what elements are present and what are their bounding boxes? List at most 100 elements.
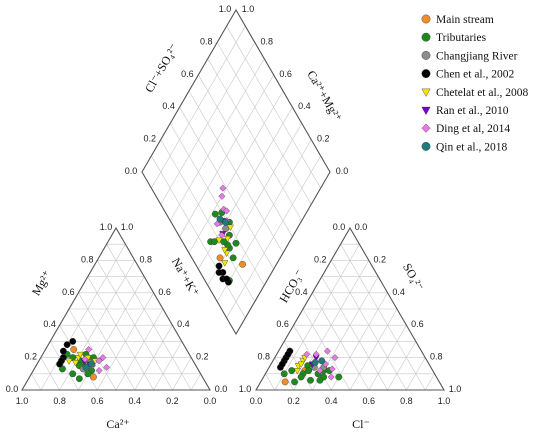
diamond-right-tick-label: 0.2 [317, 134, 330, 144]
cation-right-tick-label: 0.2 [196, 352, 209, 362]
cation-bottom-tick-label: 0.6 [91, 396, 104, 406]
ding-et-al-2014-cation-point [95, 367, 103, 375]
legend-marker [421, 106, 431, 116]
ding-et-al-2014-cation-point [95, 357, 103, 365]
chen-et-al-2002-cation-point [56, 360, 63, 368]
chetelat-et-al-2008-diamond-point [221, 260, 229, 267]
anion-grid-line [312, 292, 370, 391]
anion-right-tick-label: 1.0 [449, 384, 462, 394]
legend-marker [421, 14, 431, 24]
cation-grid-line [87, 276, 154, 391]
diamond-left-tick-label: 0.6 [181, 69, 194, 79]
legend-marker [421, 88, 431, 97]
chen-et-al-2002-cation-point [63, 341, 71, 349]
cation-grid-line [78, 292, 136, 391]
plot-frames [21, 8, 445, 391]
tributaries-cation-point [69, 370, 77, 378]
legend-item-changjiang-river: Changjiang River [421, 50, 518, 62]
cation-triangle-frame [21, 226, 211, 391]
anion-left-tick-label: 1.0 [239, 384, 252, 394]
legend-item-chetelat-et-al-2008: Chetelat et al., 2008 [421, 87, 529, 99]
anion-right-tick-label: 0.2 [374, 254, 387, 264]
diamond-grid-line [169, 58, 265, 221]
qin-et-al-2018-diamond-point [222, 218, 230, 226]
qin-et-al-2018-cation-point [82, 363, 90, 371]
cation-grid-line [68, 308, 117, 391]
legend-label: Tributaries [436, 32, 487, 44]
cation-bottom-tick-label: 0.0 [204, 396, 217, 406]
chen-et-al-2002-anion-point [284, 350, 292, 358]
diamond-left-tick-label: 0.0 [125, 166, 138, 176]
ding-et-al-2014-anion-point [303, 350, 311, 358]
cation-right-tick-label: 0.4 [177, 319, 190, 329]
legend-label: Chetelat et al., 2008 [436, 87, 529, 99]
anion-left-tick-label: 0.8 [258, 352, 271, 362]
legend-label: Ding et al, 2014 [436, 123, 510, 135]
tributaries-cation-point [84, 370, 92, 378]
anion-left-tick-label: 0.4 [295, 287, 308, 297]
anion-bottom-tick-label: 0.6 [363, 396, 376, 406]
legend-label: Changjiang River [436, 50, 518, 62]
anion-grid-line [387, 341, 417, 391]
tributaries-anion-point [297, 373, 305, 381]
chetelat-et-al-2008-diamond-point [226, 224, 234, 232]
ding-et-al-2014-cation-point [85, 346, 93, 353]
cation-left-tick-label: 0.6 [62, 287, 75, 297]
chen-et-al-2002-cation-point [59, 347, 67, 355]
legend-marker [421, 32, 431, 42]
axis-label-anion-bottom: Cl⁻ [352, 417, 370, 431]
chen-et-al-2002-anion-point [278, 360, 286, 368]
anion-grid-line [349, 308, 398, 391]
anion-bottom-tick-label: 1.0 [438, 396, 451, 406]
main-stream-cation-point [90, 373, 97, 381]
cation-left-tick-label: 0.4 [43, 319, 56, 329]
cation-left-tick-label: 1.0 [100, 222, 113, 232]
ding-et-al-2014-diamond-point [218, 231, 226, 239]
grid-lines [31, 26, 435, 391]
main-stream-cation-point [70, 346, 78, 353]
anion-grid-line [424, 373, 435, 391]
chen-et-al-2002-diamond-point [215, 269, 223, 276]
tributaries-diamond-point [220, 238, 228, 246]
tributaries-diamond-point [211, 210, 219, 218]
chetelat-et-al-2008-cation-point [76, 351, 84, 359]
ding-et-al-2014-diamond-point [213, 220, 221, 228]
diamond-grid-line [160, 42, 256, 205]
cation-grid-line [115, 308, 164, 391]
legend-item-tributaries: Tributaries [421, 32, 487, 44]
legend-item-ran-et-al-2010: Ran et al., 2010 [421, 105, 509, 117]
cation-grid-line [40, 244, 126, 391]
legend-label: Main stream [436, 14, 494, 26]
main-stream-diamond-point [216, 254, 224, 262]
legend-marker [421, 69, 431, 79]
anion-grid-line [340, 244, 426, 391]
cation-grid-line [153, 341, 183, 391]
legend-item-main-stream: Main stream [421, 14, 494, 26]
cation-bottom-tick-label: 0.8 [53, 396, 66, 406]
ding-et-al-2014-anion-point [331, 354, 339, 362]
axis-label-diamond-upper-right: Ca²⁺+Mg²⁺ [304, 68, 344, 124]
legend-label: Qin et al., 2018 [436, 141, 507, 153]
tributaries-diamond-point [232, 239, 240, 247]
axis-label-cation-left: Mg²⁺ [29, 268, 54, 298]
ding-et-al-2014-anion-point [327, 373, 335, 381]
diamond-right-tick-label: 0.6 [279, 69, 292, 79]
data-points [56, 184, 343, 386]
tributaries-cation-point [75, 375, 83, 383]
cation-bottom-tick-label: 1.0 [16, 396, 29, 406]
diamond-right-tick-label: 0.8 [261, 36, 274, 46]
diamond-left-tick-label: 0.4 [162, 101, 175, 111]
chen-et-al-2002-diamond-point [223, 275, 231, 283]
cation-grid-line [96, 260, 173, 391]
qin-et-al-2018-cation-point [88, 360, 95, 368]
cation-grid-line [40, 357, 60, 391]
diamond-grid-line [151, 26, 246, 189]
anion-bottom-tick-label: 0.4 [325, 396, 338, 406]
chetelat-et-al-2008-cation-point [65, 358, 73, 365]
diamond-left-tick-label: 0.2 [144, 134, 157, 144]
diamond-grid-line [179, 74, 274, 237]
diamond-right-tick-label: 1.0 [242, 4, 255, 14]
cation-left-tick-label: 0.0 [6, 384, 19, 394]
diamond-left-tick-label: 1.0 [219, 4, 232, 14]
cation-grid-line [190, 373, 201, 391]
